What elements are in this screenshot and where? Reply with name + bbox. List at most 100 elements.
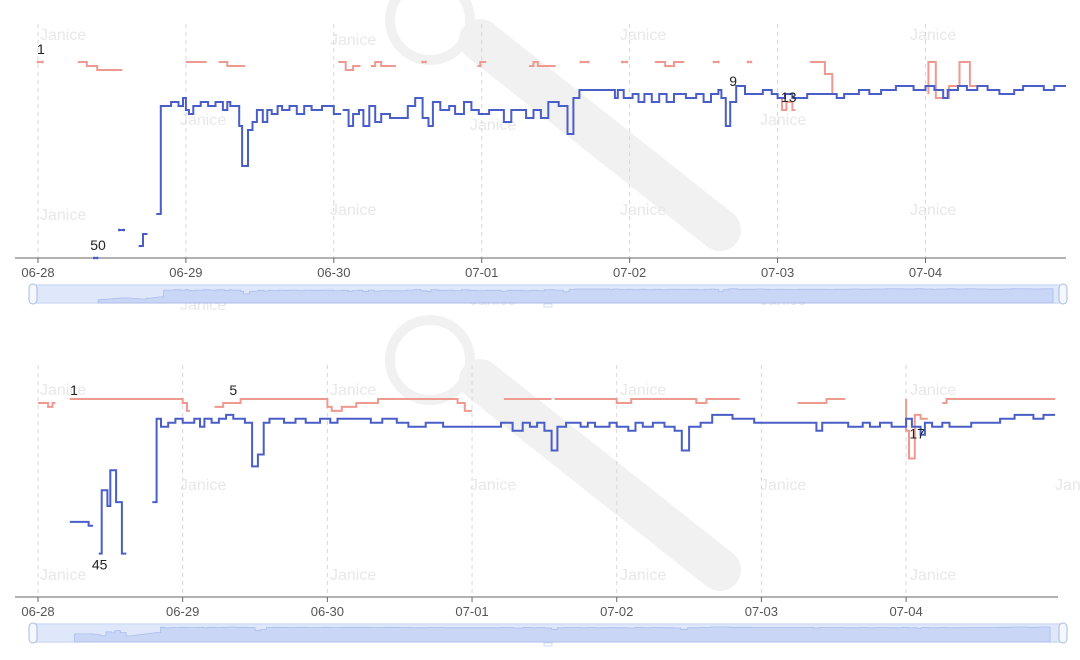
- x-tick-label: 06-28: [21, 265, 54, 280]
- slider-move-handle[interactable]: [543, 303, 553, 308]
- primary-rank-series-line: [69, 520, 93, 527]
- watermark-text: Janice: [330, 567, 376, 584]
- x-tick-label: 07-01: [455, 604, 488, 619]
- slider-right-handle[interactable]: [1058, 283, 1068, 305]
- watermark-text: Janice: [40, 207, 86, 224]
- secondary-rank-series-line: [797, 398, 846, 404]
- rank-annotation: 1: [37, 41, 45, 57]
- primary-rank-series-line: [98, 469, 127, 555]
- bottom-datazoom-slider[interactable]: [28, 622, 1068, 647]
- secondary-rank-series-line: [38, 402, 56, 408]
- series-point: [749, 60, 753, 64]
- watermark-text: Janice: [620, 382, 666, 399]
- secondary-rank-series-line: [338, 61, 361, 71]
- series-point: [117, 228, 121, 232]
- watermark-text: Janice: [40, 567, 86, 584]
- series-point: [36, 60, 40, 64]
- watermark-text: Janice: [620, 27, 666, 44]
- x-tick-label: 06-28: [21, 604, 54, 619]
- rank-annotation: 50: [90, 237, 106, 253]
- watermark-text: Janice: [330, 202, 376, 219]
- watermark-text: Janice: [330, 382, 376, 399]
- series-point: [746, 60, 750, 64]
- slider-move-handle[interactable]: [543, 642, 553, 647]
- series-point: [424, 60, 427, 64]
- secondary-rank-series-line: [77, 61, 123, 71]
- secondary-rank-series-line: [477, 61, 487, 67]
- watermark-text: Janice: [910, 27, 956, 44]
- x-tick-label: 07-04: [889, 604, 922, 619]
- series-point: [620, 60, 624, 64]
- secondary-rank-series-line: [905, 399, 928, 460]
- series-point: [421, 60, 424, 64]
- watermark-text: Janice: [910, 382, 956, 399]
- secondary-rank-series-line: [218, 61, 246, 67]
- watermark-text: Janice: [620, 567, 666, 584]
- secondary-rank-series-line: [370, 61, 396, 67]
- watermark-text: Janice: [40, 27, 86, 44]
- slider-left-handle[interactable]: [28, 622, 38, 644]
- x-tick-label: 07-04: [909, 265, 942, 280]
- series-point: [579, 60, 583, 64]
- slider-preview-area: [97, 288, 1054, 304]
- rank-annotation: 45: [92, 556, 108, 572]
- secondary-rank-series-line: [554, 398, 740, 404]
- watermark-text: Janice: [180, 477, 226, 494]
- watermark-text: Janice: [330, 32, 376, 49]
- watermark-logo-icon: [385, 0, 741, 251]
- x-tick-label: 06-29: [169, 265, 202, 280]
- x-tick-label: 06-29: [166, 604, 199, 619]
- rank-annotation: 9: [729, 73, 737, 89]
- secondary-rank-series-line: [529, 61, 556, 67]
- series-point: [122, 228, 126, 232]
- x-tick-label: 06-30: [311, 604, 344, 619]
- bottom-rank-chart: 06-28 06-29 06-30 07-01 07-02 07-03 07-04 1 45 5 1…: [15, 365, 1058, 619]
- watermark-logo-icon: [385, 315, 741, 591]
- watermark-text: Janice: [760, 112, 806, 129]
- series-point: [625, 60, 629, 64]
- series-point: [586, 60, 590, 64]
- secondary-rank-series-line: [69, 398, 190, 412]
- secondary-rank-series-line: [781, 98, 796, 111]
- x-tick-label: 07-02: [600, 604, 633, 619]
- secondary-rank-series-line: [654, 61, 685, 67]
- primary-rank-series-line: [342, 85, 1066, 135]
- rank-annotation: 5: [229, 382, 237, 398]
- watermark-text: Janice: [180, 112, 226, 129]
- x-tick-label: 07-01: [465, 265, 498, 280]
- secondary-rank-series-line: [810, 61, 837, 95]
- watermark-text: Janice: [620, 202, 666, 219]
- secondary-rank-series-line: [214, 398, 371, 412]
- watermark-text: Janice: [470, 477, 516, 494]
- rank-annotation: 13: [781, 89, 797, 105]
- primary-rank-series-line: [156, 97, 342, 215]
- watermark-text: Janice: [40, 382, 86, 399]
- watermark-text: Janice: [470, 117, 516, 134]
- watermark-text: Janice: [910, 567, 956, 584]
- watermark-layer: Janice Janice Janice Janice Janice Janice Jani…: [40, 0, 1080, 591]
- series-point: [41, 60, 44, 64]
- slider-left-handle[interactable]: [28, 283, 38, 305]
- watermark-text: Janice: [760, 477, 806, 494]
- rank-annotation: 17: [909, 426, 925, 442]
- x-tick-label: 07-03: [745, 604, 778, 619]
- series-point: [712, 60, 716, 64]
- x-tick-label: 06-30: [317, 265, 350, 280]
- secondary-rank-series-line: [942, 398, 1056, 404]
- x-tick-label: 07-03: [761, 265, 794, 280]
- secondary-rank-series-line: [370, 398, 472, 412]
- primary-rank-series-line: [152, 413, 1056, 504]
- x-tick-label: 07-02: [613, 265, 646, 280]
- top-rank-chart: 06-28 06-29 06-30 07-01 07-02 07-03 07-04 1 50 9 1…: [15, 24, 1066, 280]
- slider-right-handle[interactable]: [1058, 622, 1068, 644]
- series-point: [95, 256, 99, 260]
- slider-preview-area: [74, 626, 1051, 643]
- primary-rank-series-line: [138, 233, 148, 247]
- series-point: [92, 256, 96, 260]
- series-point: [717, 60, 720, 64]
- watermark-text: Janice: [910, 202, 956, 219]
- top-datazoom-slider[interactable]: [28, 283, 1068, 308]
- watermark-text: Janice: [1055, 477, 1080, 494]
- secondary-rank-series-line: [927, 61, 978, 99]
